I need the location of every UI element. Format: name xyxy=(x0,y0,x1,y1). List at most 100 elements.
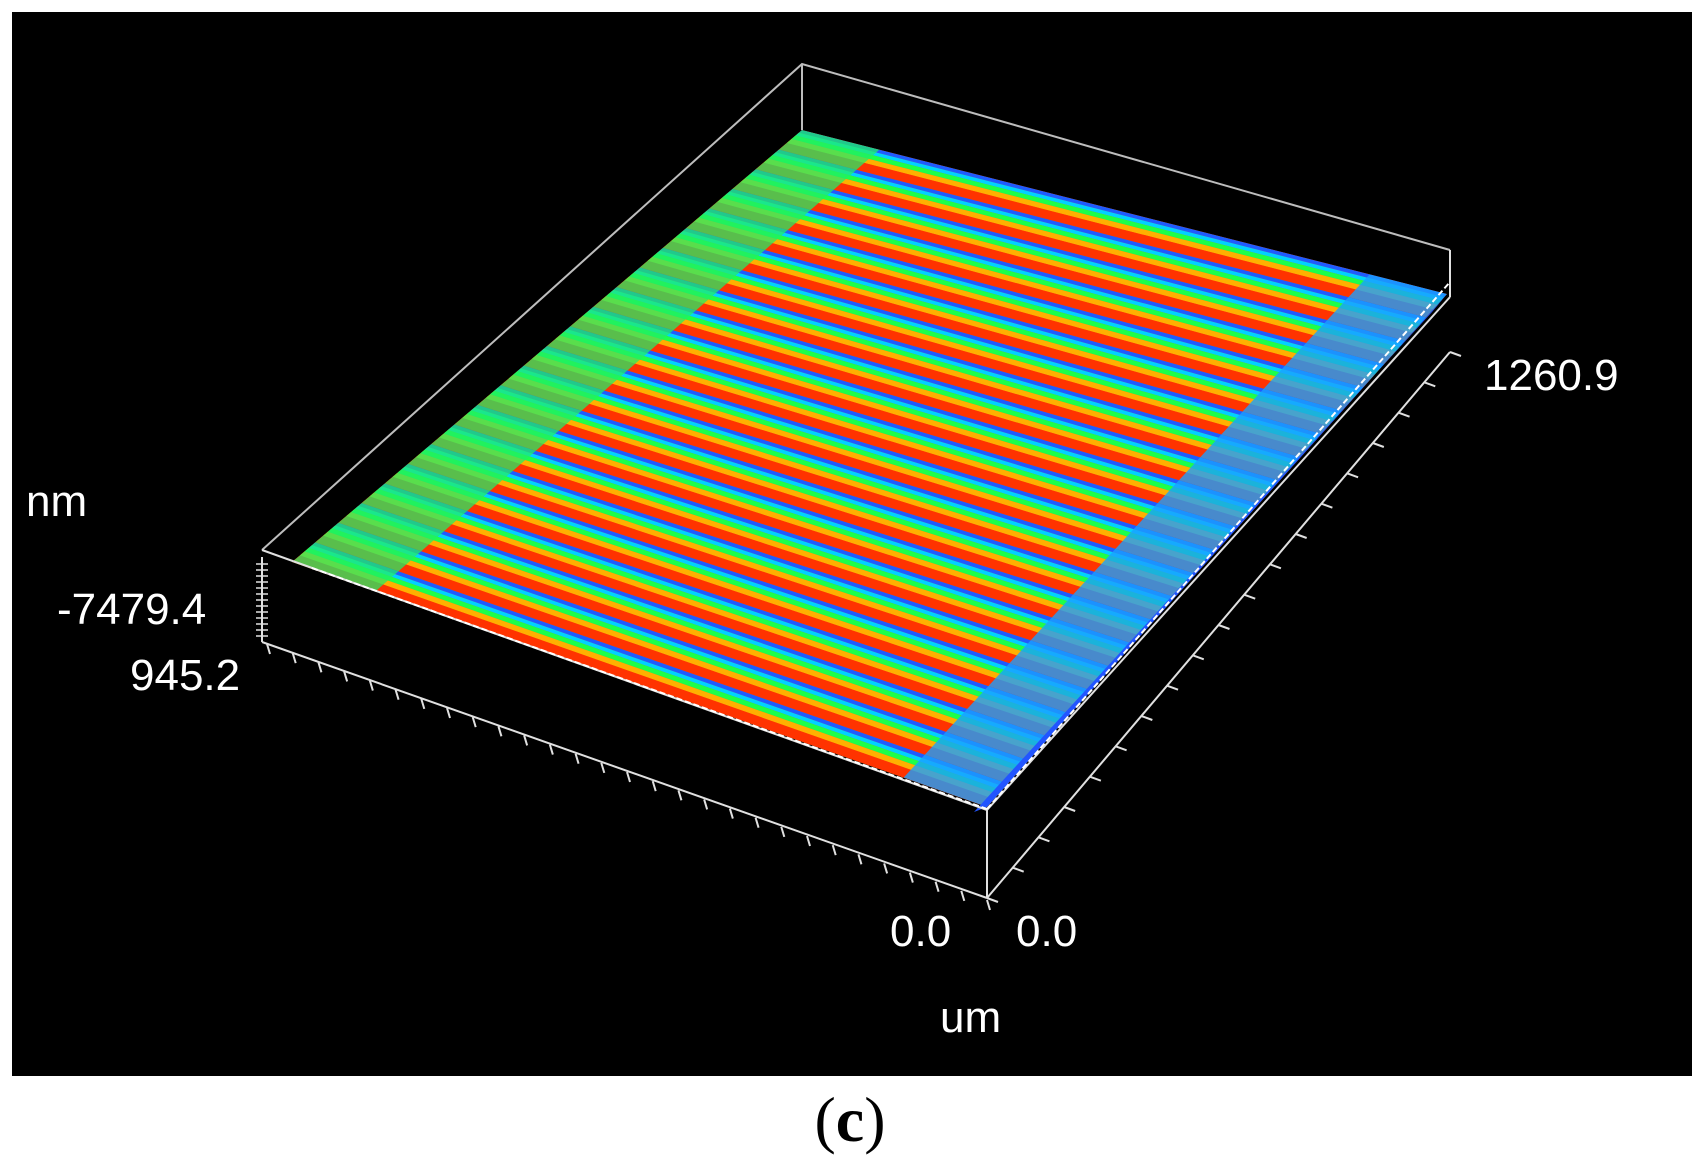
ridge-edge-right xyxy=(1242,388,1343,434)
ridge-edge-right xyxy=(1073,571,1176,621)
ridge-band xyxy=(438,433,1124,660)
ridge-band xyxy=(315,535,1016,784)
ridge-band xyxy=(443,430,1128,655)
ridge-edge-left xyxy=(500,365,605,411)
ridge-band xyxy=(378,486,1068,721)
ridge-band xyxy=(601,296,1271,496)
ridge-band xyxy=(335,522,1029,764)
y-tick xyxy=(1346,472,1359,479)
ridge-band xyxy=(682,228,1343,414)
ridge-band xyxy=(355,505,1047,744)
ridge-band xyxy=(477,398,1162,621)
ridge-band xyxy=(358,503,1050,741)
x-tick xyxy=(420,698,426,710)
ridge-band xyxy=(323,531,1020,776)
ridge-band xyxy=(338,516,1036,761)
ridge-band xyxy=(500,378,1183,598)
surface-ridge xyxy=(523,346,1217,574)
ridge-band xyxy=(304,547,1003,795)
y-tick xyxy=(1218,624,1230,630)
surface-ridge xyxy=(384,463,1092,714)
ridge-band xyxy=(497,385,1176,601)
x-tick xyxy=(394,689,400,701)
ridge-band xyxy=(778,142,1434,318)
x-tick xyxy=(831,844,837,856)
ridge-band xyxy=(292,555,995,807)
ridge-band xyxy=(407,457,1099,691)
ridge-edge-right xyxy=(1157,480,1259,528)
ridge-band xyxy=(578,315,1250,520)
surface-front-edge xyxy=(311,281,1451,810)
x-tick xyxy=(446,707,451,719)
x-tick xyxy=(677,789,683,801)
ridge-edge-right xyxy=(924,731,1029,784)
ridge-band xyxy=(485,394,1166,613)
y-tick xyxy=(1038,836,1050,843)
ridge-band xyxy=(563,329,1235,534)
ridge-edge-left xyxy=(454,404,559,451)
x-tick xyxy=(728,808,734,819)
ridge-band xyxy=(639,260,1308,458)
ridge-edge-left xyxy=(686,208,788,251)
ridge-band xyxy=(513,371,1191,585)
ridge-edge-right xyxy=(1200,434,1301,481)
ridge-band xyxy=(474,404,1155,624)
ridge-edge-left xyxy=(384,463,490,512)
ridge-edge-right xyxy=(967,686,1071,738)
ridge-band xyxy=(795,132,1445,301)
ridge-edge-left xyxy=(778,130,880,170)
ridge-edge-left xyxy=(616,267,720,311)
ridge-band xyxy=(702,211,1361,394)
ridge-band xyxy=(616,280,1287,481)
ridge-band xyxy=(536,351,1212,562)
x-tick xyxy=(857,853,863,865)
ridge-edge-left xyxy=(477,385,582,431)
y-tick xyxy=(1269,563,1282,570)
ridge-band xyxy=(706,208,1364,391)
ridge-band xyxy=(350,508,1044,748)
z-unit-label: nm xyxy=(26,477,88,526)
y-tick xyxy=(1372,442,1385,448)
ridge-band xyxy=(566,326,1238,531)
y-tick xyxy=(986,897,999,903)
ridge-band xyxy=(725,191,1382,371)
y-tick xyxy=(1166,684,1179,691)
ridge-band xyxy=(729,188,1385,368)
y-tick xyxy=(1063,806,1076,812)
surface-ridge xyxy=(361,483,1071,738)
ridge-edge-right xyxy=(1178,457,1280,504)
ridge-band xyxy=(686,221,1350,411)
xy-unit-label: um xyxy=(940,993,1002,1042)
ridge-band xyxy=(670,237,1333,426)
ridge-band xyxy=(327,528,1023,772)
x-tick xyxy=(908,872,914,883)
ridge-band xyxy=(517,368,1194,581)
ridge-band xyxy=(454,417,1141,644)
surface-ridge xyxy=(292,542,1008,807)
surface-ridge xyxy=(616,267,1301,481)
surface-ridge xyxy=(686,208,1364,411)
y-tick xyxy=(1243,593,1256,600)
ridge-edge-left xyxy=(662,228,765,271)
ridge-band xyxy=(543,346,1217,554)
x-tick xyxy=(934,881,940,893)
ridge-band xyxy=(586,309,1256,511)
ridge-band xyxy=(772,152,1424,324)
ridge-band xyxy=(613,287,1280,484)
ridge-edge-left xyxy=(709,188,811,230)
ridge-band xyxy=(547,339,1225,551)
ridge-band xyxy=(590,306,1259,508)
ridge-band xyxy=(662,241,1329,434)
x-tick xyxy=(574,753,580,765)
surface-ridge xyxy=(709,188,1385,388)
surface-ridge xyxy=(547,326,1238,551)
ridge-band xyxy=(540,348,1215,558)
surface-ridge xyxy=(755,149,1427,341)
ridge-edge-left xyxy=(523,346,628,391)
y-tick xyxy=(1115,745,1127,752)
ridge-band xyxy=(798,130,1447,298)
ridge-band xyxy=(401,466,1089,697)
ridge-band xyxy=(299,551,999,800)
ridge-band xyxy=(392,472,1082,706)
x-tick xyxy=(317,661,323,673)
